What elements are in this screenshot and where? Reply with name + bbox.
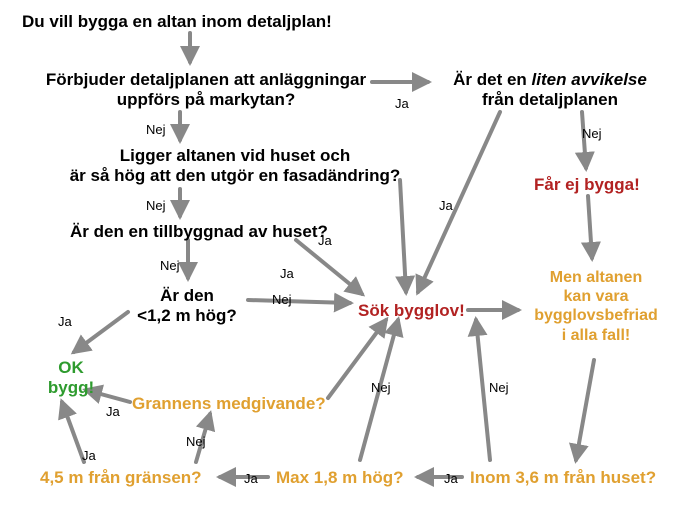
edge-label: Nej [371, 380, 391, 395]
edge-label: Ja [444, 471, 458, 486]
node-men-altanen: Men altanen kan vara bygglovsbefriad i a… [526, 268, 666, 345]
node-q2: Är det en liten avvikelsefrån detaljplan… [436, 70, 664, 111]
node-start: Du vill bygga en altan inom detaljplan! [22, 12, 332, 32]
node-q5: Är den <1,2 m hög? [132, 286, 242, 327]
edge-label: Nej [582, 126, 602, 141]
edge-label: Nej [160, 258, 180, 273]
edge-label: Ja [395, 96, 409, 111]
edge-label: Ja [244, 471, 258, 486]
node-q1: Förbjuder detaljplanen att anläggningar … [40, 70, 372, 111]
edge-label: Ja [280, 266, 294, 281]
edge-label: Ja [58, 314, 72, 329]
node-inom36: Inom 3,6 m från huset? [470, 468, 656, 488]
edge-label: Nej [146, 122, 166, 137]
edge-label: Ja [318, 233, 332, 248]
node-q3: Ligger altanen vid huset och är så hög a… [65, 146, 405, 187]
edge-label: Nej [272, 292, 292, 307]
edge-label: Nej [186, 434, 206, 449]
edge-label: Ja [439, 198, 453, 213]
node-grannens: Grannens medgivande? [132, 394, 326, 414]
edge-label: Ja [106, 404, 120, 419]
node-sok-bygglov: Sök bygglov! [358, 301, 465, 321]
node-45m: 4,5 m från gränsen? [40, 468, 202, 488]
edge-label: Nej [146, 198, 166, 213]
node-max18: Max 1,8 m hög? [276, 468, 404, 488]
node-q4: Är den en tillbyggnad av huset? [70, 222, 328, 242]
node-ok-bygg: OK bygg! [46, 358, 96, 399]
edge-label: Nej [489, 380, 509, 395]
node-far-ej-bygga: Får ej bygga! [534, 175, 640, 195]
edge-label: Ja [82, 448, 96, 463]
